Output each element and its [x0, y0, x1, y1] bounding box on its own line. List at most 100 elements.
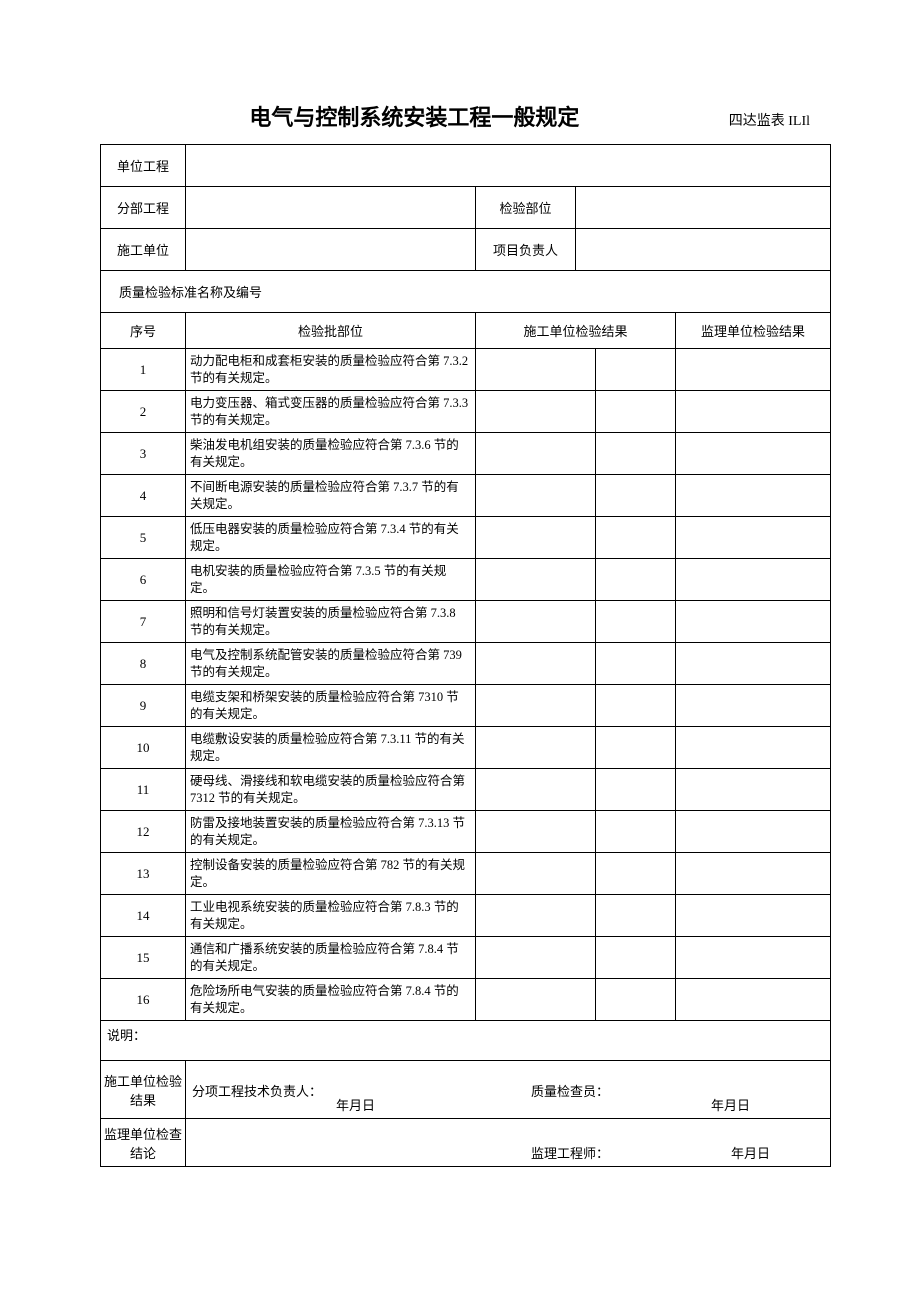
row-supervision-result [676, 559, 831, 601]
row-supervision-result [676, 685, 831, 727]
row-seq: 15 [101, 937, 186, 979]
row-seq: 12 [101, 811, 186, 853]
row-supervision-result [676, 601, 831, 643]
construction-unit-value [186, 229, 476, 271]
inspection-table: 单位工程 分部工程 检验部位 施工单位 项目负责人 质量检验标准名称及编号 序号… [100, 144, 831, 1167]
row-construction-result [476, 685, 596, 727]
row-desc: 不间断电源安装的质量检验应符合第 7.3.7 节的有关规定。 [186, 475, 476, 517]
row-construction-result-2 [596, 685, 676, 727]
row-seq: 2 [101, 391, 186, 433]
row-construction-result-2 [596, 433, 676, 475]
row-construction-result [476, 517, 596, 559]
table-row: 14工业电视系统安装的质量检验应符合第 7.8.3 节的有关规定。 [101, 895, 831, 937]
row-seq: 8 [101, 643, 186, 685]
construction-sig-content: 分项工程技术负责人： 年月日 质量检查员： 年月日 [186, 1061, 831, 1119]
col-supervision-result: 监理单位检验结果 [676, 313, 831, 349]
row-construction-result-2 [596, 937, 676, 979]
row-construction-result [476, 349, 596, 391]
row-supervision-result [676, 475, 831, 517]
supervision-content: 监理工程师： 年月日 [186, 1119, 831, 1167]
tech-leader-date: 年月日 [336, 1095, 375, 1114]
row-desc: 通信和广播系统安装的质量检验应符合第 7.8.4 节的有关规定。 [186, 937, 476, 979]
quality-std-label: 质量检验标准名称及编号 [101, 271, 831, 313]
supervision-engineer-label: 监理工程师： [531, 1143, 609, 1162]
row-supervision-result [676, 811, 831, 853]
row-desc: 防雷及接地装置安装的质量检验应符合第 7.3.13 节的有关规定。 [186, 811, 476, 853]
row-seq: 10 [101, 727, 186, 769]
table-row: 2电力变压器、箱式变压器的质量检验应符合第 7.3.3 节的有关规定。 [101, 391, 831, 433]
row-desc: 电力变压器、箱式变压器的质量检验应符合第 7.3.3 节的有关规定。 [186, 391, 476, 433]
row-seq: 14 [101, 895, 186, 937]
row-desc: 低压电器安装的质量检验应符合第 7.3.4 节的有关规定。 [186, 517, 476, 559]
form-code: 四达监表 ILIl [729, 110, 820, 130]
row-supervision-result [676, 517, 831, 559]
row-seq: 1 [101, 349, 186, 391]
row-construction-result [476, 727, 596, 769]
row-seq: 5 [101, 517, 186, 559]
row-construction-result-2 [596, 559, 676, 601]
tech-leader-label: 分项工程技术负责人： [192, 1081, 322, 1100]
inspection-part-label: 检验部位 [476, 187, 576, 229]
row-desc: 电机安装的质量检验应符合第 7.3.5 节的有关规定。 [186, 559, 476, 601]
row-supervision-result [676, 727, 831, 769]
row-construction-result [476, 643, 596, 685]
row-construction-result-2 [596, 517, 676, 559]
table-row: 7照明和信号灯装置安装的质量检验应符合第 7.3.8 节的有关规定。 [101, 601, 831, 643]
unit-project-value [186, 145, 831, 187]
row-desc: 工业电视系统安装的质量检验应符合第 7.8.3 节的有关规定。 [186, 895, 476, 937]
row-desc: 危险场所电气安装的质量检验应符合第 7.8.4 节的有关规定。 [186, 979, 476, 1021]
col-seq: 序号 [101, 313, 186, 349]
row-seq: 13 [101, 853, 186, 895]
table-row: 12防雷及接地装置安装的质量检验应符合第 7.3.13 节的有关规定。 [101, 811, 831, 853]
row-desc: 控制设备安装的质量检验应符合第 782 节的有关规定。 [186, 853, 476, 895]
row-construction-result-2 [596, 475, 676, 517]
table-row: 6电机安装的质量检验应符合第 7.3.5 节的有关规定。 [101, 559, 831, 601]
row-desc: 柴油发电机组安装的质量检验应符合第 7.3.6 节的有关规定。 [186, 433, 476, 475]
row-seq: 6 [101, 559, 186, 601]
sub-project-label: 分部工程 [101, 187, 186, 229]
table-row: 8电气及控制系统配管安装的质量检验应符合第 739 节的有关规定。 [101, 643, 831, 685]
table-row: 13控制设备安装的质量检验应符合第 782 节的有关规定。 [101, 853, 831, 895]
unit-project-label: 单位工程 [101, 145, 186, 187]
row-desc: 电气及控制系统配管安装的质量检验应符合第 739 节的有关规定。 [186, 643, 476, 685]
supervision-date: 年月日 [731, 1143, 770, 1162]
note-label: 说明： [101, 1021, 831, 1061]
sub-project-value [186, 187, 476, 229]
construction-unit-label: 施工单位 [101, 229, 186, 271]
row-construction-result [476, 895, 596, 937]
row-construction-result-2 [596, 769, 676, 811]
row-desc: 电缆敷设安装的质量检验应符合第 7.3.11 节的有关规定。 [186, 727, 476, 769]
row-desc: 电缆支架和桥架安装的质量检验应符合第 7310 节的有关规定。 [186, 685, 476, 727]
row-supervision-result [676, 769, 831, 811]
row-desc: 动力配电柜和成套柜安装的质量检验应符合第 7.3.2 节的有关规定。 [186, 349, 476, 391]
row-construction-result [476, 979, 596, 1021]
row-seq: 3 [101, 433, 186, 475]
col-construction-result: 施工单位检验结果 [476, 313, 676, 349]
row-construction-result [476, 433, 596, 475]
col-batch: 检验批部位 [186, 313, 476, 349]
table-row: 10电缆敷设安装的质量检验应符合第 7.3.11 节的有关规定。 [101, 727, 831, 769]
table-row: 16危险场所电气安装的质量检验应符合第 7.8.4 节的有关规定。 [101, 979, 831, 1021]
row-construction-result-2 [596, 391, 676, 433]
row-supervision-result [676, 643, 831, 685]
table-row: 1动力配电柜和成套柜安装的质量检验应符合第 7.3.2 节的有关规定。 [101, 349, 831, 391]
row-construction-result-2 [596, 643, 676, 685]
table-row: 5低压电器安装的质量检验应符合第 7.3.4 节的有关规定。 [101, 517, 831, 559]
row-construction-result [476, 475, 596, 517]
row-supervision-result [676, 349, 831, 391]
construction-sig-label: 施工单位检验结果 [101, 1061, 186, 1119]
row-supervision-result [676, 853, 831, 895]
row-seq: 9 [101, 685, 186, 727]
project-leader-value [576, 229, 831, 271]
table-row: 9电缆支架和桥架安装的质量检验应符合第 7310 节的有关规定。 [101, 685, 831, 727]
row-construction-result [476, 853, 596, 895]
row-supervision-result [676, 895, 831, 937]
header-row: 电气与控制系统安装工程一般规定 四达监表 ILIl [100, 100, 820, 132]
row-construction-result-2 [596, 727, 676, 769]
quality-inspector-date: 年月日 [711, 1095, 750, 1114]
row-construction-result-2 [596, 853, 676, 895]
row-supervision-result [676, 391, 831, 433]
page-title: 电气与控制系统安装工程一般规定 [100, 100, 729, 132]
table-row: 4不间断电源安装的质量检验应符合第 7.3.7 节的有关规定。 [101, 475, 831, 517]
row-seq: 16 [101, 979, 186, 1021]
